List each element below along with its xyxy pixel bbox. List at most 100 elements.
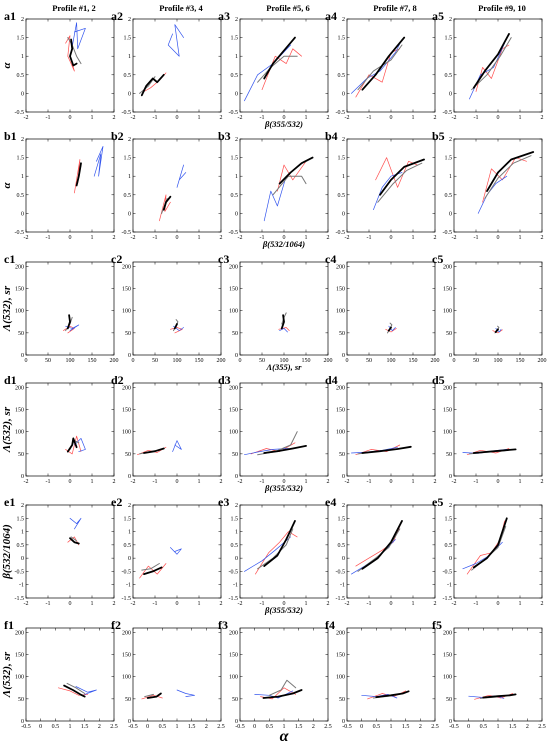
y-tick-label: 0.5	[124, 73, 132, 79]
y-tick-label: 2	[21, 137, 24, 143]
y-tick-label: 200	[15, 385, 24, 391]
panel-frame	[25, 261, 115, 356]
x-tick-label: -2	[452, 479, 457, 485]
panel-frame	[346, 18, 436, 113]
x-tick-label: 2	[434, 479, 437, 485]
y-tick-label: 0	[235, 719, 238, 725]
x-tick-label: 2	[220, 115, 223, 121]
panel-series	[170, 319, 184, 334]
y-tick-label: 0	[449, 211, 452, 217]
y-tick-label: -1	[340, 583, 345, 589]
y-tick-label: 0.5	[17, 543, 25, 549]
y-tick-label: 200	[443, 385, 452, 391]
panel-series	[65, 22, 86, 72]
series-black	[361, 445, 412, 454]
series-red	[466, 520, 505, 575]
y-tick-label: -0.5	[122, 230, 132, 236]
series-gray	[70, 536, 78, 542]
x-tick-label: 0	[497, 479, 500, 485]
y-tick-label: -0.5	[15, 230, 25, 236]
panel-frame	[453, 261, 543, 356]
series-blue	[176, 164, 187, 188]
x-tick-label: -1	[46, 479, 51, 485]
y-tick-label: 2	[342, 137, 345, 143]
x-tick-label: 1	[91, 235, 94, 241]
y-tick-label: 200	[443, 630, 452, 636]
y-tick-label: 0	[21, 474, 24, 480]
panel-frame	[132, 504, 222, 599]
panel-label: b2	[111, 129, 124, 143]
x-tick-label: 2	[220, 601, 223, 607]
panel-series	[469, 33, 512, 100]
x-tick-label: 1	[519, 479, 522, 485]
y-axis-label: β(532/1064)	[1, 524, 13, 580]
panel-label: b5	[432, 129, 445, 143]
x-tick-label: 0	[453, 358, 456, 364]
panel-frame	[239, 18, 329, 113]
y-tick-label: 2	[128, 503, 131, 509]
column-title-1: Profile #1, 2	[52, 3, 96, 13]
series-black	[387, 326, 392, 332]
y-tick-label: 150	[336, 653, 345, 659]
y-tick-label: 100	[229, 675, 238, 681]
x-tick-label: 1	[198, 235, 201, 241]
x-tick-label: -0.5	[342, 724, 352, 730]
series-black	[140, 73, 165, 97]
series-blue	[70, 22, 86, 53]
panel-label: c2	[111, 252, 122, 266]
y-tick-label: -0.5	[443, 569, 453, 575]
panel-label: a5	[432, 9, 444, 23]
series-black	[263, 36, 296, 80]
x-tick-label: -2	[452, 601, 457, 607]
y-tick-label: 0.5	[338, 543, 346, 549]
y-tick-label: 1	[21, 174, 24, 180]
panel-series	[468, 693, 517, 700]
x-tick-label: 0.5	[52, 724, 60, 730]
panel-series	[244, 36, 302, 102]
y-tick-label: 1	[235, 530, 238, 536]
column-title-3: Profile #5, 6	[266, 3, 310, 13]
series-black	[375, 690, 410, 698]
y-axis-label: α	[1, 62, 13, 69]
y-tick-label: 2	[235, 137, 238, 143]
x-tick-label: -2	[238, 235, 243, 241]
y-tick-label: 100	[15, 675, 24, 681]
y-tick-label: 2	[21, 17, 24, 23]
y-tick-label: 200	[229, 385, 238, 391]
series-red	[261, 48, 302, 91]
x-tick-label: 1	[198, 601, 201, 607]
series-black	[162, 195, 172, 211]
y-tick-label: 0	[21, 211, 24, 217]
x-tick-label: 200	[217, 358, 226, 364]
series-black	[361, 36, 406, 91]
x-tick-label: 50	[473, 358, 479, 364]
x-tick-label: 2	[434, 115, 437, 121]
x-tick-label: 200	[431, 358, 440, 364]
x-tick-label: 200	[324, 358, 333, 364]
y-tick-label: 1	[342, 530, 345, 536]
x-tick-label: 150	[88, 358, 97, 364]
y-tick-label: -1.5	[15, 596, 25, 602]
x-tick-label: -2	[345, 235, 350, 241]
x-tick-label: 2	[434, 601, 437, 607]
panel-frame	[239, 261, 329, 356]
y-tick-label: 2	[449, 503, 452, 509]
y-tick-label: -0.5	[336, 230, 346, 236]
x-tick-label: 0.5	[373, 724, 381, 730]
panel-frame	[25, 18, 115, 113]
series-blue	[69, 517, 82, 530]
panel-label: f4	[325, 618, 335, 632]
y-tick-label: 0	[128, 211, 131, 217]
y-tick-label: 150	[15, 408, 24, 414]
panel-a2: -2 -1 0 1 2 -0.5 0 0.5 1 1.5 2 a2	[111, 9, 223, 121]
x-tick-label: 1	[519, 115, 522, 121]
panel-series	[139, 547, 182, 579]
panel-e2: -2 -1 0 1 2 -1.5 -1 -0.5 0 0.5 1 1.5 2 e2	[111, 495, 223, 607]
panel-label: e4	[325, 495, 336, 509]
y-tick-label: -0.5	[122, 569, 132, 575]
y-tick-label: 1	[235, 54, 238, 60]
y-tick-label: 1	[128, 54, 131, 60]
panel-label: b4	[325, 129, 338, 143]
y-tick-label: 100	[443, 675, 452, 681]
